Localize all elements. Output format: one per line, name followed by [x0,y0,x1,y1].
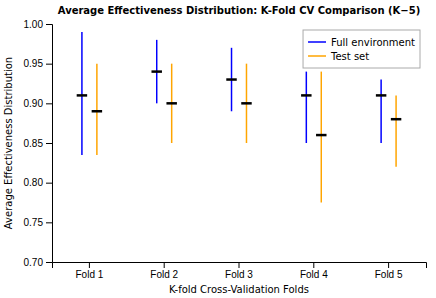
legend-label: Full environment [331,37,415,48]
range-bar [96,64,98,155]
tick-label: Fold 1 [76,269,104,280]
tick-label: 0.80 [24,177,44,188]
tick-mark [164,262,165,268]
mean-mark [77,94,87,97]
tick-mark [313,262,314,268]
y-axis: 0.70 0.75 0.80 0.85 0.90 0.95 1.00 [24,19,53,268]
tick: 0.95 [24,58,52,69]
tick-mark [46,103,52,104]
mean-mark [226,78,236,81]
mean-mark [151,70,161,73]
tick-label: 0.85 [24,138,44,149]
tick-label: 0.90 [24,98,44,109]
legend-swatch [308,41,326,43]
tick-mark [388,262,389,268]
tick-mark [46,183,52,184]
tick: Fold 4 [300,262,328,280]
tick-label: 0.95 [24,58,44,69]
tick-label: Fold 3 [225,269,253,280]
axis-line [46,25,53,263]
series [92,64,402,203]
tick-label: 0.75 [24,217,44,228]
mean-mark [166,102,176,105]
axis-line [53,263,427,269]
range-bar [380,80,382,143]
tick-mark [46,262,52,263]
tick: 0.80 [24,177,52,188]
x-axis: Fold 1 Fold 2 Fold 3 Fold 4 Fold 5 [53,262,427,280]
mean-mark [92,110,102,113]
range-bar [306,72,308,143]
tick-mark [46,64,52,65]
mean-mark [376,94,386,97]
tick-mark [46,24,52,25]
legend: Full environment Test set [303,30,420,68]
x-axis-title: K-fold Cross-Validation Folds [169,284,309,295]
tick-label: Fold 5 [375,269,403,280]
tick: 0.85 [24,138,52,149]
series [77,32,387,155]
tick: 0.70 [24,257,52,268]
tick: 0.90 [24,98,52,109]
tick-label: 1.00 [24,19,44,30]
tick: 1.00 [24,19,52,30]
tick: Fold 3 [225,262,253,280]
tick-label: Fold 2 [150,269,178,280]
legend-label: Test set [330,51,369,62]
title: Average Effectiveness Distribution: K-Fo… [58,5,421,16]
tick-label: 0.70 [24,257,44,268]
range-bar [321,72,323,203]
tick: Fold 2 [150,262,178,280]
mean-mark [391,118,401,121]
tick: 0.75 [24,217,52,228]
chart: Fold 1Fold 2Fold 3Fold 4Fold 50.700.750.… [0,0,436,298]
tick-mark [46,222,52,223]
legend-frame [303,30,420,68]
tick-label: Fold 4 [300,269,328,280]
y-axis-title: Average Effectiveness Distribution [3,57,14,229]
range-bar [395,95,397,166]
range-bar [81,32,83,155]
mean-mark [316,134,326,137]
tick-mark [239,262,240,268]
marks [77,32,402,203]
legend-swatch [308,55,326,57]
tick: Fold 5 [375,262,403,280]
tick-mark [89,262,90,268]
mean-mark [241,102,251,105]
tick: Fold 1 [76,262,104,280]
tick-mark [46,143,52,144]
mean-mark [301,94,311,97]
